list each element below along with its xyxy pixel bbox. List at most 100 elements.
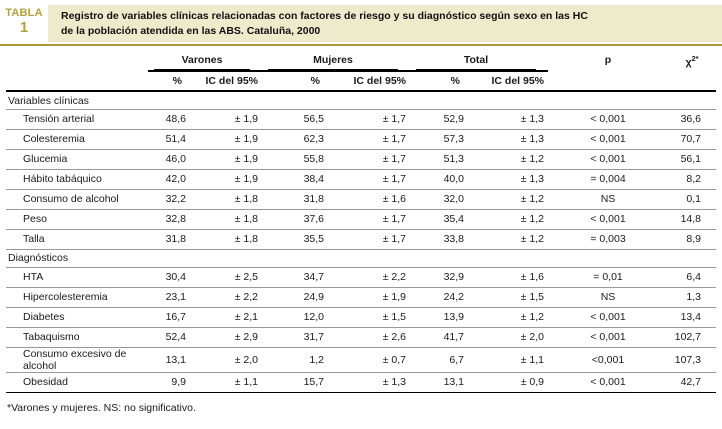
- cell-mujeres-pct: 1,2: [262, 347, 327, 373]
- row-label: HTA: [6, 267, 148, 288]
- subheader-mujeres-pct: %: [262, 71, 327, 93]
- table-row: Consumo excesivo de alcohol 13,1 ± 2,0 1,2 ±…: [6, 347, 717, 373]
- section-header-row: Variables clínicas: [6, 91, 717, 110]
- cell-varones-ic: ± 2,5: [188, 267, 263, 288]
- table-title-line1: Registro de variables clínicas relaciona…: [61, 10, 588, 22]
- cell-total-pct: 13,1: [410, 372, 467, 393]
- cell-p-value: < 0,001: [548, 149, 669, 170]
- cell-p-value: < 0,001: [548, 129, 669, 150]
- cell-total-ic: ± 0,9: [466, 372, 549, 393]
- cell-total-ic: ± 1,2: [466, 189, 549, 210]
- table-row: Consumo de alcohol 32,2 ± 1,8 31,8 ± 1,6 32,0…: [6, 189, 717, 210]
- cell-p-value: < 0,001: [548, 209, 669, 230]
- table-row: Tensión arterial 48,6 ± 1,9 56,5 ± 1,7 52,9 ± …: [6, 109, 717, 130]
- cell-varones-pct: 52,4: [148, 327, 188, 348]
- cell-total-ic: ± 1,2: [466, 149, 549, 170]
- cell-varones-ic: ± 1,1: [188, 372, 263, 393]
- cell-total-pct: 33,8: [410, 229, 467, 250]
- cell-p-value: < 0,001: [548, 307, 669, 328]
- subheader-varones-pct: %: [148, 71, 188, 93]
- cell-p-value: < 0,001: [548, 109, 669, 130]
- cell-chi-squared: 1,3: [668, 287, 717, 308]
- cell-total-ic: ± 2,0: [466, 327, 549, 348]
- cell-p-value: <0,001: [548, 347, 669, 373]
- row-label: Glucemia: [6, 149, 148, 170]
- cell-total-pct: 32,0: [410, 189, 467, 210]
- cell-mujeres-pct: 12,0: [262, 307, 327, 328]
- clinical-variables-table: Varones Mujeres Total p χ2* % IC del 95%…: [6, 49, 717, 393]
- row-label: Colesteremia: [6, 129, 148, 150]
- cell-total-pct: 32,9: [410, 267, 467, 288]
- cell-mujeres-ic: ± 1,7: [326, 109, 411, 130]
- row-label: Consumo de alcohol: [6, 189, 148, 210]
- cell-chi-squared: 70,7: [668, 129, 717, 150]
- table-row: Colesteremia 51,4 ± 1,9 62,3 ± 1,7 57,3 ± 1,3 <…: [6, 129, 717, 150]
- cell-mujeres-pct: 24,9: [262, 287, 327, 308]
- row-label: Peso: [6, 209, 148, 230]
- cell-mujeres-ic: ± 1,7: [326, 129, 411, 150]
- table-row: HTA 30,4 ± 2,5 34,7 ± 2,2 32,9 ± 1,6 = 0,01 6,4: [6, 267, 717, 288]
- table-title-line2: de la población atendida en las ABS. Cat…: [61, 24, 321, 37]
- cell-varones-pct: 42,0: [148, 169, 188, 190]
- cell-total-ic: ± 1,3: [466, 109, 549, 130]
- cell-total-ic: ± 1,6: [466, 267, 549, 288]
- cell-mujeres-ic: ± 1,7: [326, 229, 411, 250]
- row-label: Consumo excesivo de alcohol: [6, 347, 148, 373]
- cell-total-ic: ± 1,2: [466, 307, 549, 328]
- cell-total-pct: 13,9: [410, 307, 467, 328]
- table-row: Peso 32,8 ± 1,8 37,6 ± 1,7 35,4 ± 1,2 < 0,001 14…: [6, 209, 717, 230]
- cell-total-pct: 35,4: [410, 209, 467, 230]
- cell-p-value: < 0,001: [548, 327, 669, 348]
- cell-mujeres-pct: 55,8: [262, 149, 327, 170]
- cell-varones-ic: ± 2,0: [188, 347, 263, 373]
- cell-varones-pct: 46,0: [148, 149, 188, 170]
- subheader-total-ic: IC del 95%: [466, 71, 549, 93]
- cell-mujeres-ic: ± 2,6: [326, 327, 411, 348]
- cell-varones-ic: ± 2,1: [188, 307, 263, 328]
- table-header-banner: TABLA 1 Registro de variables clínicas r…: [0, 5, 722, 43]
- cell-varones-pct: 30,4: [148, 267, 188, 288]
- tabla-number: 1: [19, 19, 29, 37]
- empty-corner-cell: [6, 49, 148, 93]
- cell-total-pct: 57,3: [410, 129, 467, 150]
- cell-varones-ic: ± 1,9: [188, 129, 263, 150]
- cell-chi-squared: 8,9: [668, 229, 717, 250]
- table-title: Registro de variables clínicas relaciona…: [48, 5, 722, 43]
- column-header-chi-squared: χ2*: [668, 49, 717, 93]
- cell-varones-ic: ± 2,2: [188, 287, 263, 308]
- subheader-total-pct: %: [410, 71, 467, 93]
- cell-total-pct: 6,7: [410, 347, 467, 373]
- row-label: Talla: [6, 229, 148, 250]
- cell-mujeres-ic: ± 0,7: [326, 347, 411, 373]
- cell-p-value: NS: [548, 189, 669, 210]
- cell-total-ic: ± 1,2: [466, 229, 549, 250]
- accent-rule: [0, 44, 722, 47]
- cell-chi-squared: 13,4: [668, 307, 717, 328]
- table-row: Diabetes 16,7 ± 2,1 12,0 ± 1,5 13,9 ± 1,2 < 0,0…: [6, 307, 717, 328]
- cell-p-value: = 0,003: [548, 229, 669, 250]
- cell-p-value: = 0,004: [548, 169, 669, 190]
- tabla-word: TABLA: [5, 7, 43, 19]
- cell-chi-squared: 42,7: [668, 372, 717, 393]
- cell-varones-pct: 32,2: [148, 189, 188, 210]
- cell-varones-pct: 31,8: [148, 229, 188, 250]
- table-body: Variables clínicas Tensión arterial 48,6 ± …: [6, 91, 717, 393]
- cell-varones-pct: 48,6: [148, 109, 188, 130]
- subheader-mujeres-ic: IC del 95%: [326, 71, 411, 93]
- cell-chi-squared: 102,7: [668, 327, 717, 348]
- cell-mujeres-ic: ± 1,7: [326, 169, 411, 190]
- cell-mujeres-ic: ± 1,7: [326, 149, 411, 170]
- cell-chi-squared: 6,4: [668, 267, 717, 288]
- cell-varones-ic: ± 1,9: [188, 149, 263, 170]
- table-number-badge: TABLA 1: [0, 5, 48, 42]
- subheader-varones-ic: IC del 95%: [188, 71, 263, 93]
- cell-mujeres-pct: 38,4: [262, 169, 327, 190]
- table-row: Tabaquismo 52,4 ± 2,9 31,7 ± 2,6 41,7 ± 2,0 < 0…: [6, 327, 717, 348]
- row-label: Diabetes: [6, 307, 148, 328]
- cell-varones-pct: 51,4: [148, 129, 188, 150]
- section-header-row: Diagnósticos: [6, 249, 717, 268]
- cell-mujeres-ic: ± 1,6: [326, 189, 411, 210]
- cell-total-pct: 52,9: [410, 109, 467, 130]
- cell-varones-ic: ± 1,9: [188, 169, 263, 190]
- table-row: Talla 31,8 ± 1,8 35,5 ± 1,7 33,8 ± 1,2 = 0,003 8…: [6, 229, 717, 250]
